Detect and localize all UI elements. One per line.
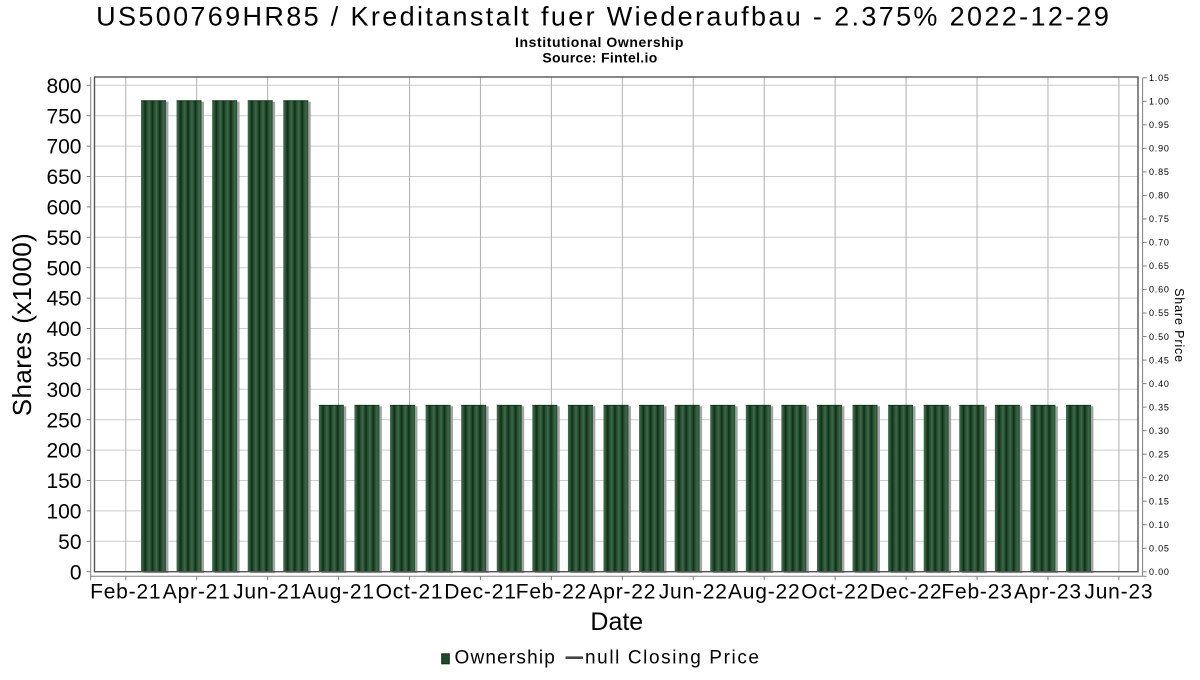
svg-text:0.80: 0.80 bbox=[1149, 191, 1170, 201]
svg-text:0.35: 0.35 bbox=[1149, 402, 1170, 412]
svg-text:800: 800 bbox=[46, 75, 81, 98]
svg-text:0.45: 0.45 bbox=[1149, 355, 1170, 365]
svg-text:1.00: 1.00 bbox=[1149, 97, 1170, 107]
svg-text:Apr-21: Apr-21 bbox=[163, 581, 231, 604]
svg-text:Dec-22: Dec-22 bbox=[870, 581, 943, 604]
svg-text:0: 0 bbox=[70, 561, 82, 584]
svg-text:0.30: 0.30 bbox=[1149, 426, 1170, 436]
svg-text:0.85: 0.85 bbox=[1149, 167, 1170, 177]
svg-text:Apr-23: Apr-23 bbox=[1014, 581, 1082, 604]
svg-text:US500769HR85 / Kreditanstalt f: US500769HR85 / Kreditanstalt fuer Wieder… bbox=[96, 1, 1111, 31]
svg-text:650: 650 bbox=[46, 166, 81, 189]
svg-text:0.50: 0.50 bbox=[1149, 332, 1170, 342]
svg-text:Jun-21: Jun-21 bbox=[233, 581, 302, 604]
svg-text:0.20: 0.20 bbox=[1149, 473, 1170, 483]
svg-text:0.00: 0.00 bbox=[1149, 567, 1170, 577]
svg-text:100: 100 bbox=[46, 501, 81, 524]
svg-text:0.90: 0.90 bbox=[1149, 144, 1170, 154]
svg-text:600: 600 bbox=[46, 197, 81, 220]
svg-text:Feb-23: Feb-23 bbox=[941, 581, 1012, 604]
svg-text:Jun-22: Jun-22 bbox=[659, 581, 728, 604]
svg-text:Dec-21: Dec-21 bbox=[444, 581, 517, 604]
svg-text:Jun-23: Jun-23 bbox=[1084, 581, 1153, 604]
svg-text:0.10: 0.10 bbox=[1149, 520, 1170, 530]
svg-text:Aug-22: Aug-22 bbox=[728, 581, 801, 604]
svg-text:Shares (x1000): Shares (x1000) bbox=[7, 233, 37, 416]
svg-text:200: 200 bbox=[46, 440, 81, 463]
svg-text:Apr-22: Apr-22 bbox=[588, 581, 656, 604]
svg-text:1.05: 1.05 bbox=[1149, 73, 1170, 83]
svg-text:0.05: 0.05 bbox=[1149, 543, 1170, 553]
svg-text:350: 350 bbox=[46, 349, 81, 372]
svg-text:0.15: 0.15 bbox=[1149, 496, 1170, 506]
svg-text:0.55: 0.55 bbox=[1149, 308, 1170, 318]
svg-text:Date: Date bbox=[590, 608, 643, 636]
svg-text:Source: Fintel.io: Source: Fintel.io bbox=[542, 50, 657, 66]
svg-text:150: 150 bbox=[46, 470, 81, 493]
svg-text:Feb-21: Feb-21 bbox=[90, 581, 161, 604]
svg-text:Feb-22: Feb-22 bbox=[516, 581, 587, 604]
svg-text:null Closing Price: null Closing Price bbox=[585, 648, 761, 669]
svg-text:0.25: 0.25 bbox=[1149, 449, 1170, 459]
svg-text:750: 750 bbox=[46, 105, 81, 128]
svg-text:Oct-22: Oct-22 bbox=[801, 581, 869, 604]
svg-text:Aug-21: Aug-21 bbox=[302, 581, 375, 604]
svg-text:0.40: 0.40 bbox=[1149, 379, 1170, 389]
svg-text:0.65: 0.65 bbox=[1149, 261, 1170, 271]
svg-text:0.70: 0.70 bbox=[1149, 238, 1170, 248]
svg-text:250: 250 bbox=[46, 409, 81, 432]
svg-text:Share Price: Share Price bbox=[1172, 288, 1186, 363]
svg-text:Ownership: Ownership bbox=[455, 648, 557, 669]
svg-text:0.60: 0.60 bbox=[1149, 285, 1170, 295]
svg-text:0.95: 0.95 bbox=[1149, 120, 1170, 130]
svg-text:300: 300 bbox=[46, 379, 81, 402]
svg-text:500: 500 bbox=[46, 257, 81, 280]
svg-text:450: 450 bbox=[46, 288, 81, 311]
svg-text:400: 400 bbox=[46, 318, 81, 341]
svg-text:700: 700 bbox=[46, 136, 81, 159]
svg-text:0.75: 0.75 bbox=[1149, 214, 1170, 224]
svg-text:550: 550 bbox=[46, 227, 81, 250]
svg-text:Oct-21: Oct-21 bbox=[376, 581, 444, 604]
svg-text:Institutional Ownership: Institutional Ownership bbox=[515, 34, 684, 50]
svg-text:50: 50 bbox=[58, 531, 81, 554]
